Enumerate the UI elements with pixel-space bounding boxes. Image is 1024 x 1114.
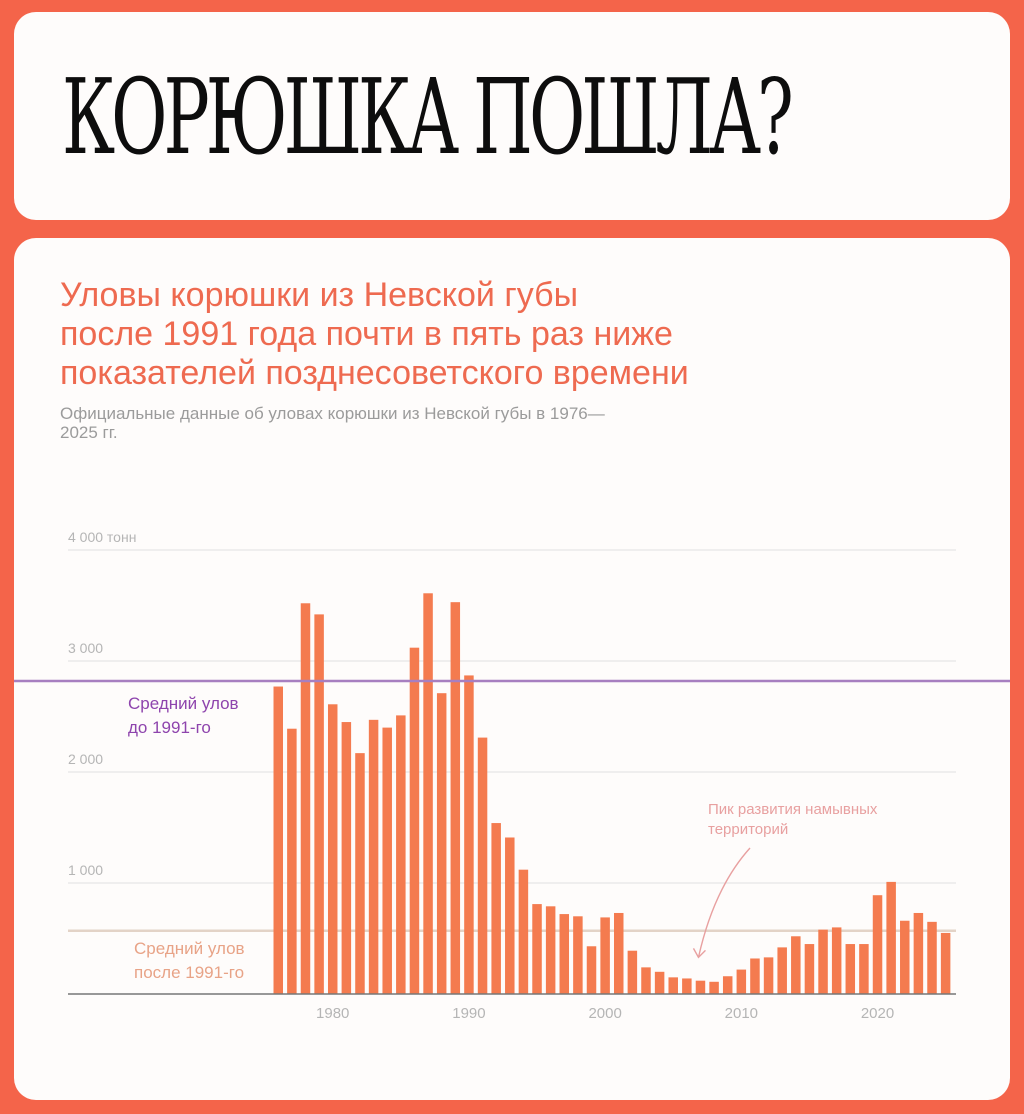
- annotation-arrowhead: [692, 948, 706, 959]
- y-tick-label: 3 000: [68, 640, 103, 656]
- bar-1983: [368, 719, 379, 994]
- bar-2024: [927, 921, 937, 994]
- y-tick-label: 1 000: [68, 862, 103, 878]
- average-after-1991-label: после 1991-го: [134, 963, 244, 982]
- bar-1984: [382, 727, 392, 994]
- bar-1997: [559, 914, 570, 994]
- bar-2012: [763, 957, 774, 994]
- y-tick-label: 2 000: [68, 751, 103, 767]
- bar-2015: [804, 944, 815, 994]
- bar-1981: [341, 722, 352, 994]
- bar-2020: [872, 895, 883, 994]
- bar-1991: [477, 737, 488, 994]
- bar-1988: [436, 693, 447, 994]
- bar-1979: [314, 614, 324, 994]
- bar-2011: [750, 958, 760, 994]
- bar-1985: [396, 715, 406, 994]
- chart-subtitle: Официальные данные об уловах корюшки из …: [60, 404, 605, 442]
- bar-2000: [600, 917, 610, 994]
- bar-2010: [736, 969, 747, 994]
- bar-2008: [709, 981, 719, 994]
- bar-1986: [409, 647, 420, 994]
- bar-2017: [831, 927, 842, 994]
- average-before-1991-label: Средний улов: [128, 694, 239, 713]
- annotation-label: Пик развития намывных: [708, 801, 878, 818]
- header-card: КОРЮШКА ПОШЛА?: [14, 12, 1010, 220]
- bar-2004: [654, 971, 665, 994]
- bar-1989: [450, 602, 461, 994]
- x-tick-label: 1980: [316, 1005, 349, 1022]
- bar-1977: [287, 728, 297, 994]
- bar-2005: [668, 977, 678, 994]
- page-title: КОРЮШКА ПОШЛА?: [62, 56, 794, 178]
- average-after-1991-label: Средний улов: [134, 939, 245, 958]
- bar-1990: [464, 675, 474, 994]
- chart-card: 1 000 2 000 3 000 4 000 тонн Средний улов до …: [14, 238, 1010, 1100]
- bar-1976: [273, 686, 283, 994]
- bar-1998: [573, 916, 583, 994]
- bar-1980: [327, 704, 338, 994]
- bar-2006: [682, 978, 692, 994]
- bar-chart: 1 000 2 000 3 000 4 000 тонн Средний улов до …: [14, 529, 1010, 1022]
- bar-2001: [614, 912, 624, 994]
- x-tick-label: 2000: [588, 1005, 621, 1022]
- bar-2022: [900, 920, 910, 994]
- bar-2019: [859, 944, 869, 994]
- bar-2007: [695, 980, 706, 994]
- bar-1995: [532, 904, 542, 994]
- bar-2021: [886, 881, 896, 994]
- bar-2014: [791, 936, 801, 994]
- bar-2003: [641, 967, 651, 994]
- x-tick-label: 2010: [725, 1005, 758, 1022]
- average-before-1991-label: до 1991-го: [128, 718, 211, 737]
- bar-1999: [586, 946, 597, 994]
- bar-2013: [777, 947, 787, 994]
- bar-1987: [423, 593, 433, 994]
- bar-1992: [491, 823, 501, 994]
- annotation-arrow: [697, 847, 751, 958]
- bar-2016: [818, 929, 828, 994]
- x-tick-label: 1990: [452, 1005, 485, 1022]
- bar-2023: [913, 912, 924, 994]
- bar-1996: [545, 906, 556, 994]
- annotation-label: территорий: [708, 821, 788, 838]
- bar-2009: [722, 976, 733, 994]
- y-tick-label: 4 000 тонн: [68, 529, 136, 545]
- bar-2018: [845, 944, 856, 994]
- bar-2002: [627, 950, 638, 994]
- bar-1994: [518, 869, 529, 994]
- bar-1993: [505, 837, 515, 994]
- x-tick-label: 2020: [861, 1005, 894, 1022]
- chart-title: Уловы корюшки из Невской губы после 1991…: [60, 276, 689, 392]
- bar-1978: [300, 603, 311, 994]
- bar-1982: [355, 753, 365, 994]
- bar-2025: [940, 932, 951, 994]
